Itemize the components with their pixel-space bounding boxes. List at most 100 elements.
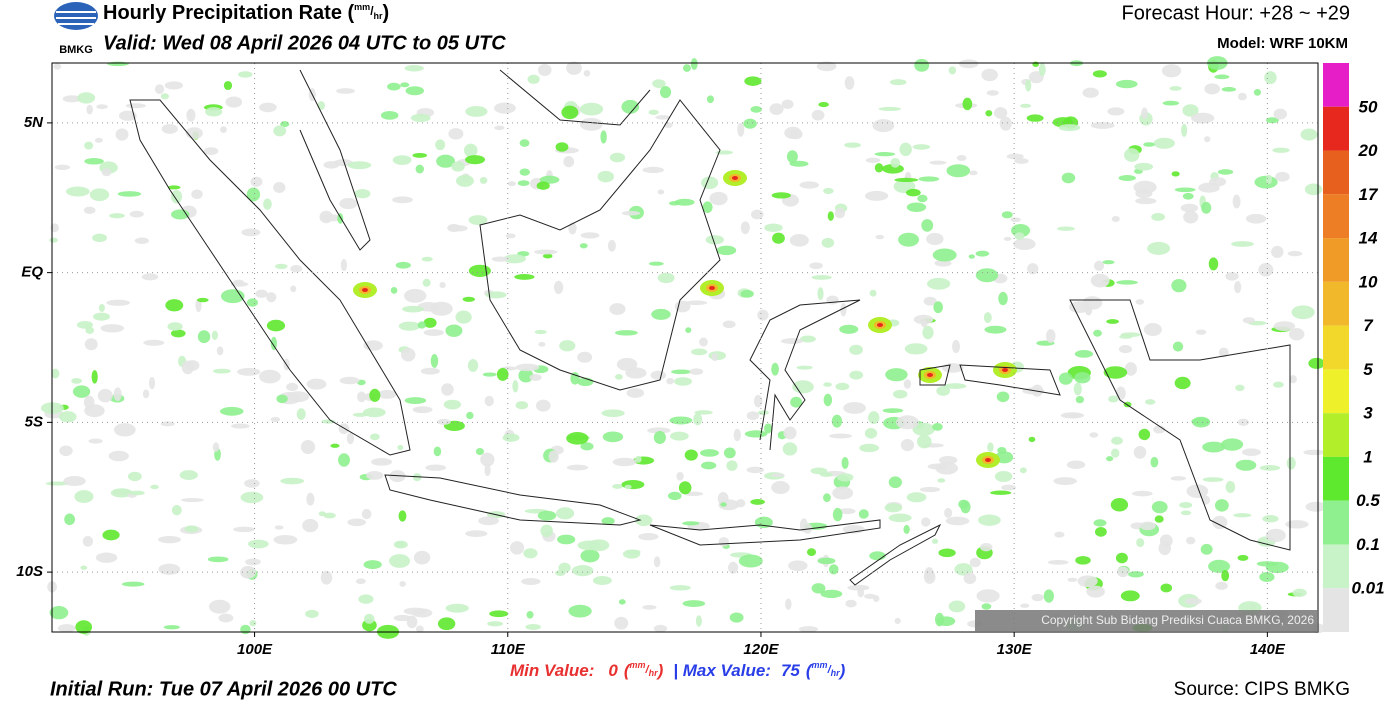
rain-cell (101, 168, 112, 177)
rain-cell (352, 412, 368, 417)
rain-cell (180, 497, 204, 503)
rain-cell (1061, 172, 1076, 184)
rain-cell (693, 413, 703, 426)
rain-cell (934, 259, 952, 267)
rain-cell (952, 339, 961, 354)
rain-cell (158, 563, 181, 575)
rain-cell (237, 367, 261, 376)
rain-cell (1209, 177, 1227, 187)
rain-cell (1186, 484, 1209, 498)
rain-cell (834, 207, 846, 219)
rain-cell (746, 466, 765, 474)
copyright-box (975, 610, 1318, 632)
rain-cell (929, 160, 947, 165)
rain-cell (118, 110, 137, 121)
rain-cell (395, 261, 411, 269)
rain-cell (51, 368, 60, 379)
rain-cell (1217, 169, 1234, 175)
rain-cell (956, 155, 967, 162)
rain-cell (336, 88, 355, 94)
rain-cell (415, 408, 422, 413)
rain-cell (1135, 188, 1153, 199)
rain-cell (555, 142, 569, 152)
colorbar-segment (1323, 194, 1349, 239)
rain-cell (154, 84, 165, 95)
rain-cell (245, 558, 261, 566)
rain-cell (475, 448, 484, 456)
rain-cell (948, 600, 966, 613)
rain-cell (789, 234, 809, 247)
rain-cell (1265, 117, 1279, 124)
rain-cell (134, 237, 150, 244)
rain-cell (205, 107, 223, 117)
rain-cell (98, 304, 105, 312)
colorbar-segment (1323, 325, 1349, 370)
rain-cell (399, 581, 406, 587)
rain-cell (859, 443, 879, 453)
rain-cell (509, 541, 525, 555)
rain-cell (1259, 465, 1281, 471)
rain-cell (1001, 211, 1013, 219)
rain-cell (980, 542, 993, 552)
rain-cell (1108, 395, 1119, 403)
rain-cell (563, 155, 575, 168)
rain-cell (1069, 301, 1091, 314)
rain-cell (678, 481, 692, 495)
rain-cell (832, 507, 843, 522)
rain-cell (865, 157, 881, 163)
rain-cell (1242, 317, 1255, 324)
rain-cell (405, 86, 424, 96)
rain-cell (903, 379, 912, 389)
rain-cell (849, 370, 864, 380)
rain-cell (88, 438, 103, 444)
rain-cell (364, 613, 375, 624)
colorbar-label: 7 (1363, 316, 1374, 335)
rain-cell (430, 353, 439, 368)
rain-cell (91, 370, 98, 384)
rain-cell (317, 101, 325, 110)
rain-cell (668, 201, 680, 206)
rain-cell (652, 79, 666, 89)
rain-cell (1285, 520, 1309, 529)
rain-cell (1182, 104, 1199, 117)
rain-cell (884, 503, 903, 513)
rain-cell (1032, 61, 1039, 67)
rain-cell (786, 150, 798, 164)
rain-cell (286, 391, 310, 403)
colorbar-segment (1323, 413, 1349, 457)
rain-cell (1010, 217, 1021, 223)
rain-cell (932, 422, 943, 431)
rain-cell (1138, 428, 1151, 441)
rain-cell (1273, 108, 1287, 120)
rain-cell (905, 188, 921, 197)
rain-cell (306, 492, 315, 506)
rain-cell (1110, 448, 1120, 458)
unit-sep: / (645, 664, 651, 676)
rain-cell (615, 374, 623, 380)
rain-cell (468, 215, 488, 225)
rain-cell (1057, 226, 1075, 231)
rain-cell (919, 486, 941, 493)
rain-cell (653, 556, 661, 568)
rain-cell (425, 464, 446, 471)
rain-cell (1235, 459, 1257, 471)
rain-cell (757, 309, 769, 321)
rain-cell (1221, 438, 1244, 451)
rain-cell (994, 471, 1013, 483)
rain-cell (1027, 263, 1039, 275)
rain-cell (355, 578, 366, 585)
rain-cell (566, 464, 589, 471)
rain-cell (421, 256, 433, 262)
rain-cell (249, 620, 257, 627)
rain-cell (642, 166, 664, 174)
min-value: 0 (608, 661, 618, 680)
rain-cell (59, 445, 73, 457)
rain-cell (826, 295, 839, 305)
rain-cell (1159, 534, 1173, 548)
rain-cell (340, 259, 348, 272)
rain-cell (625, 549, 641, 555)
rain-cell (899, 142, 912, 157)
rain-cell (1258, 263, 1274, 277)
rain-cell (503, 254, 526, 264)
